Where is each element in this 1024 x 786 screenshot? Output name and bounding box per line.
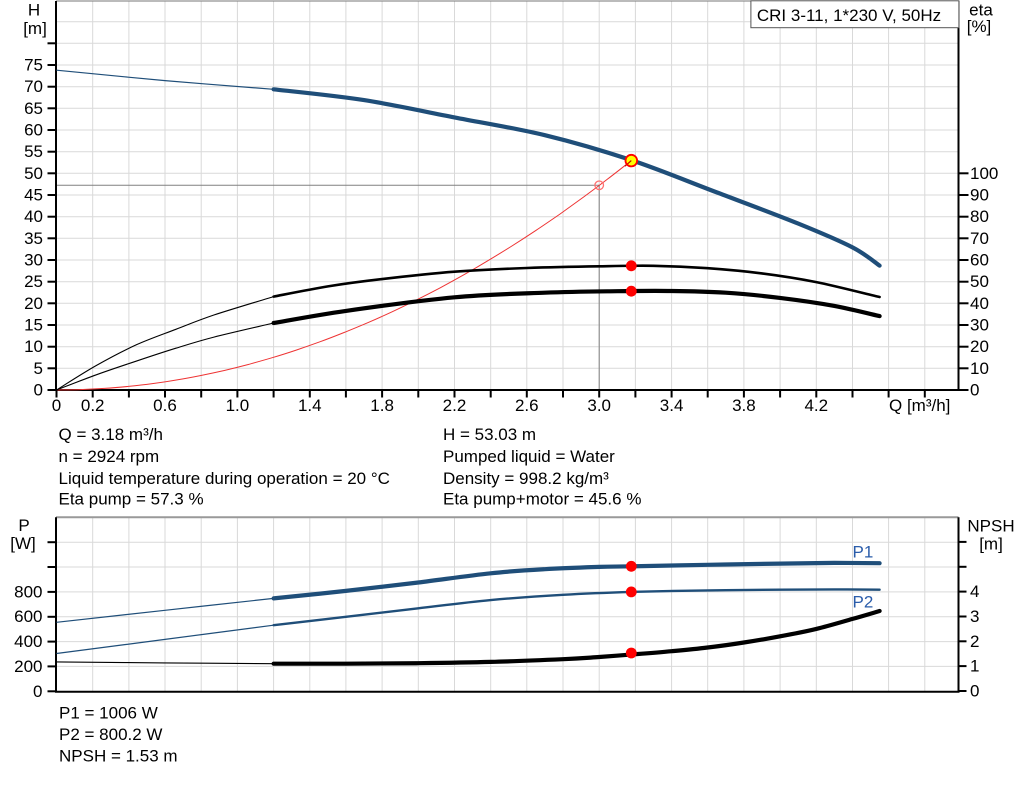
- svg-text:H: H: [28, 1, 40, 20]
- svg-text:0: 0: [52, 396, 61, 415]
- svg-text:2.6: 2.6: [515, 396, 539, 415]
- svg-text:30: 30: [970, 316, 989, 335]
- svg-text:90: 90: [970, 186, 989, 205]
- svg-text:65: 65: [24, 99, 43, 118]
- svg-text:40: 40: [24, 207, 43, 226]
- svg-text:0.6: 0.6: [153, 396, 177, 415]
- svg-text:600: 600: [14, 607, 42, 626]
- svg-text:0: 0: [34, 381, 43, 400]
- svg-text:3.0: 3.0: [587, 396, 611, 415]
- svg-text:40: 40: [970, 294, 989, 313]
- svg-text:H = 53.03 m: H = 53.03 m: [443, 425, 536, 444]
- svg-text:25: 25: [24, 272, 43, 291]
- svg-text:NPSH = 1.53 m: NPSH = 1.53 m: [59, 746, 178, 765]
- svg-text:Eta pump+motor = 45.6 %: Eta pump+motor = 45.6 %: [443, 490, 641, 509]
- svg-text:75: 75: [24, 56, 43, 75]
- svg-text:P1: P1: [853, 543, 874, 562]
- svg-text:P1 = 1006 W: P1 = 1006 W: [59, 704, 158, 723]
- svg-text:50: 50: [24, 164, 43, 183]
- svg-text:Liquid temperature during oper: Liquid temperature during operation = 20…: [59, 469, 390, 488]
- svg-text:400: 400: [14, 632, 42, 651]
- svg-text:0: 0: [970, 682, 979, 701]
- svg-text:0.2: 0.2: [81, 396, 105, 415]
- svg-text:50: 50: [970, 272, 989, 291]
- svg-text:15: 15: [24, 316, 43, 335]
- svg-text:1.0: 1.0: [226, 396, 250, 415]
- svg-text:NPSH: NPSH: [967, 517, 1014, 536]
- svg-text:30: 30: [24, 251, 43, 270]
- svg-text:1.8: 1.8: [370, 396, 394, 415]
- svg-text:P2: P2: [853, 593, 874, 612]
- svg-text:1: 1: [970, 657, 979, 676]
- svg-text:80: 80: [970, 207, 989, 226]
- svg-text:3.8: 3.8: [732, 396, 756, 415]
- svg-text:200: 200: [14, 657, 42, 676]
- svg-text:20: 20: [970, 337, 989, 356]
- svg-text:Q = 3.18 m³/h: Q = 3.18 m³/h: [59, 425, 163, 444]
- svg-text:70: 70: [970, 229, 989, 248]
- svg-text:[m]: [m]: [979, 535, 1003, 554]
- svg-text:Eta pump = 57.3 %: Eta pump = 57.3 %: [59, 490, 204, 509]
- svg-text:n = 2924 rpm: n = 2924 rpm: [59, 447, 160, 466]
- svg-text:eta: eta: [969, 1, 993, 20]
- svg-text:100: 100: [970, 164, 998, 183]
- svg-text:800: 800: [14, 582, 42, 601]
- svg-text:Q [m³/h]: Q [m³/h]: [889, 396, 950, 415]
- svg-text:[m]: [m]: [23, 19, 47, 38]
- svg-text:3.4: 3.4: [660, 396, 684, 415]
- svg-text:0: 0: [33, 682, 42, 701]
- svg-text:4.2: 4.2: [804, 396, 828, 415]
- svg-text:60: 60: [24, 121, 43, 140]
- svg-text:P2 = 800.2 W: P2 = 800.2 W: [59, 725, 162, 744]
- svg-text:60: 60: [970, 251, 989, 270]
- svg-text:10: 10: [24, 337, 43, 356]
- svg-text:3: 3: [970, 607, 979, 626]
- svg-text:35: 35: [24, 229, 43, 248]
- svg-text:[%]: [%]: [967, 17, 992, 36]
- svg-text:45: 45: [24, 186, 43, 205]
- svg-text:20: 20: [24, 294, 43, 313]
- svg-text:Density = 998.2 kg/m³: Density = 998.2 kg/m³: [443, 469, 609, 488]
- svg-text:2: 2: [970, 632, 979, 651]
- svg-text:4: 4: [970, 582, 979, 601]
- svg-text:P: P: [18, 516, 29, 535]
- svg-text:70: 70: [24, 77, 43, 96]
- svg-text:0: 0: [970, 381, 979, 400]
- svg-text:CRI 3-11, 1*230 V, 50Hz: CRI 3-11, 1*230 V, 50Hz: [757, 6, 941, 25]
- svg-text:55: 55: [24, 142, 43, 161]
- svg-text:Pumped liquid = Water: Pumped liquid = Water: [443, 447, 615, 466]
- svg-text:2.2: 2.2: [443, 396, 467, 415]
- svg-text:[W]: [W]: [10, 534, 36, 553]
- svg-text:10: 10: [970, 359, 989, 378]
- svg-text:1.4: 1.4: [298, 396, 322, 415]
- svg-text:5: 5: [34, 359, 43, 378]
